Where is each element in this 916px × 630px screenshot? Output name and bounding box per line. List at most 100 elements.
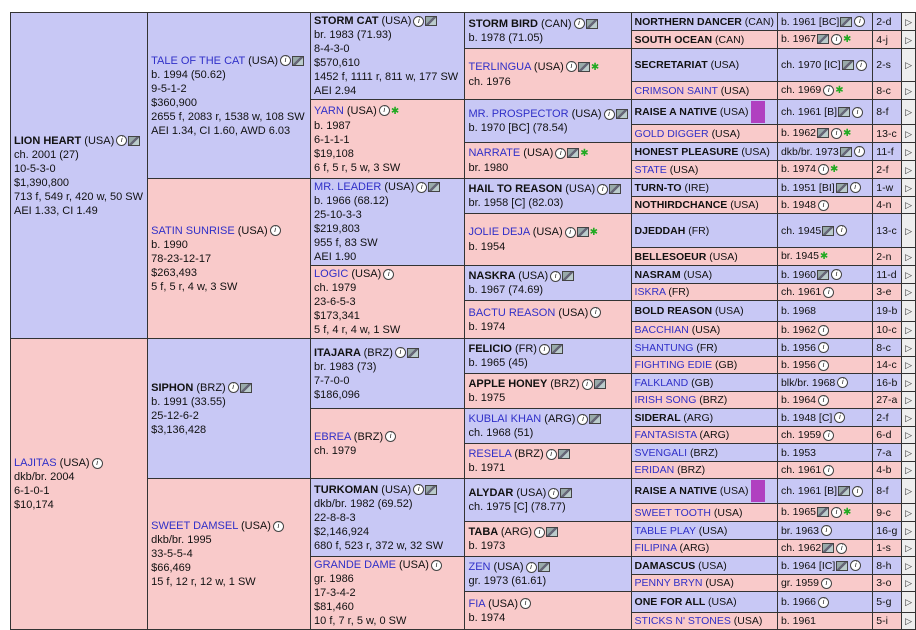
info-icon[interactable]: i: [818, 359, 830, 371]
info-icon[interactable]: i: [416, 181, 428, 193]
expand-arrow-icon[interactable]: ▷: [901, 356, 916, 374]
horse-name[interactable]: PENNY BRYN (USA): [635, 577, 734, 589]
horse-name-text[interactable]: YARN: [314, 104, 344, 117]
info-icon[interactable]: i: [853, 146, 865, 158]
expand-arrow-icon[interactable]: ▷: [901, 300, 916, 322]
expand-arrow-icon[interactable]: ▷: [901, 556, 916, 575]
photo-icon[interactable]: [838, 107, 851, 118]
expand-arrow-icon[interactable]: ▷: [901, 265, 916, 284]
info-icon[interactable]: i: [534, 526, 546, 538]
expand-arrow-icon[interactable]: ▷: [901, 391, 916, 409]
horse-name[interactable]: TURKOMAN (USA): [314, 484, 411, 496]
photo-icon[interactable]: [128, 135, 141, 146]
expand-arrow-icon[interactable]: ▷: [901, 338, 916, 357]
info-icon[interactable]: i: [854, 16, 866, 28]
horse-name[interactable]: LAJITAS (USA): [14, 457, 90, 469]
expand-arrow-icon[interactable]: ▷: [901, 461, 916, 479]
info-icon[interactable]: i: [550, 270, 562, 282]
info-icon[interactable]: i: [820, 525, 832, 537]
info-icon[interactable]: i: [818, 394, 830, 406]
info-icon[interactable]: i: [548, 487, 560, 499]
horse-name[interactable]: NARRATE (USA): [468, 147, 553, 159]
horse-name[interactable]: FALKLAND (GB): [635, 377, 714, 389]
horse-name[interactable]: TERLINGUA (USA): [468, 61, 563, 73]
expand-arrow-icon[interactable]: ▷: [901, 521, 916, 540]
horse-name-text[interactable]: FALKLAND: [634, 376, 689, 389]
horse-name-text[interactable]: BOLD REASON: [634, 305, 713, 317]
info-icon[interactable]: i: [831, 269, 843, 281]
info-icon[interactable]: i: [831, 127, 843, 139]
info-icon[interactable]: i: [385, 431, 397, 443]
expand-arrow-icon[interactable]: ▷: [901, 178, 916, 197]
horse-name[interactable]: ERIDAN (BRZ): [635, 464, 706, 476]
photo-icon[interactable]: [609, 184, 622, 195]
photo-icon[interactable]: [425, 484, 438, 495]
horse-name-text[interactable]: ONE FOR ALL: [634, 596, 706, 608]
horse-name[interactable]: STORM CAT (USA): [314, 15, 411, 27]
expand-arrow-icon[interactable]: ▷: [901, 160, 916, 179]
horse-name-text[interactable]: TABA: [468, 526, 498, 538]
info-icon[interactable]: i: [280, 55, 292, 67]
expand-arrow-icon[interactable]: ▷: [901, 196, 916, 214]
expand-arrow-icon[interactable]: ▷: [901, 478, 916, 504]
horse-name-text[interactable]: NASKRA: [468, 270, 516, 282]
expand-arrow-icon[interactable]: ▷: [901, 321, 916, 339]
info-icon[interactable]: i: [603, 108, 615, 120]
expand-arrow-icon[interactable]: ▷: [901, 574, 916, 592]
photo-icon[interactable]: [577, 61, 590, 72]
info-icon[interactable]: i: [555, 147, 567, 159]
horse-name[interactable]: YARN (USA): [314, 105, 377, 117]
horse-name[interactable]: BACCHIAN (USA): [635, 324, 721, 336]
horse-name[interactable]: GOLD DIGGER (USA): [635, 128, 741, 140]
horse-name-text[interactable]: STICKS N' STONES: [634, 615, 731, 627]
photo-icon[interactable]: [585, 18, 598, 29]
photo-icon[interactable]: [822, 225, 835, 236]
info-icon[interactable]: i: [597, 183, 609, 195]
horse-name[interactable]: ISKRA (FR): [635, 286, 690, 298]
horse-name-text[interactable]: HAIL TO REASON: [468, 183, 563, 195]
horse-name[interactable]: SHANTUNG (FR): [635, 342, 718, 354]
horse-name-text[interactable]: TURN-TO: [634, 181, 682, 194]
horse-name[interactable]: EBREA (BRZ): [314, 431, 383, 443]
info-icon[interactable]: i: [836, 225, 848, 237]
horse-name-text[interactable]: RAISE A NATIVE: [634, 484, 717, 497]
photo-icon[interactable]: [560, 488, 573, 499]
horse-name[interactable]: BELLESOEUR (USA): [635, 251, 738, 263]
info-icon[interactable]: i: [581, 378, 593, 390]
expand-arrow-icon[interactable]: ▷: [901, 373, 916, 392]
horse-name[interactable]: STICKS N' STONES (USA): [635, 615, 763, 627]
horse-name-text[interactable]: ZEN: [468, 561, 491, 573]
info-icon[interactable]: i: [394, 347, 406, 359]
horse-name-text[interactable]: GRANDE DAME: [314, 559, 396, 571]
horse-name-text[interactable]: LAJITAS: [14, 457, 57, 469]
horse-name[interactable]: HAIL TO REASON (USA): [468, 183, 595, 195]
info-icon[interactable]: i: [836, 542, 848, 554]
expand-arrow-icon[interactable]: ▷: [901, 99, 916, 125]
info-icon[interactable]: i: [413, 484, 425, 496]
horse-name[interactable]: LION HEART (USA): [14, 135, 114, 147]
photo-icon[interactable]: [841, 60, 854, 71]
horse-name[interactable]: SECRETARIAT (USA): [635, 59, 740, 71]
horse-name-text[interactable]: FELICIO: [468, 343, 512, 355]
horse-name-text[interactable]: NORTHERN DANCER: [634, 15, 742, 28]
photo-icon[interactable]: [562, 271, 575, 282]
info-icon[interactable]: i: [823, 286, 835, 298]
horse-name-text[interactable]: SVENGALI: [634, 446, 688, 459]
horse-name-text[interactable]: BACTU REASON: [468, 306, 556, 319]
expand-arrow-icon[interactable]: ▷: [901, 426, 916, 444]
horse-name[interactable]: JOLIE DEJA (USA): [468, 226, 562, 238]
expand-arrow-icon[interactable]: ▷: [901, 142, 916, 161]
horse-name-text[interactable]: DJEDDAH: [634, 224, 686, 237]
info-icon[interactable]: i: [818, 596, 830, 608]
horse-name[interactable]: MR. PROSPECTOR (USA): [468, 108, 601, 120]
horse-name[interactable]: SIDERAL (ARG): [635, 412, 714, 424]
horse-name[interactable]: SWEET DAMSEL (USA): [151, 520, 271, 532]
horse-name-text[interactable]: IRISH SONG: [634, 394, 697, 406]
horse-name-text[interactable]: FILIPINA: [634, 542, 677, 554]
horse-name-text[interactable]: ISKRA: [634, 286, 666, 298]
horse-name[interactable]: SOUTH OCEAN (CAN): [635, 34, 745, 46]
info-icon[interactable]: i: [823, 429, 835, 441]
photo-icon[interactable]: [239, 382, 252, 393]
horse-name-text[interactable]: RESELA: [468, 448, 512, 460]
info-icon[interactable]: i: [413, 15, 425, 27]
